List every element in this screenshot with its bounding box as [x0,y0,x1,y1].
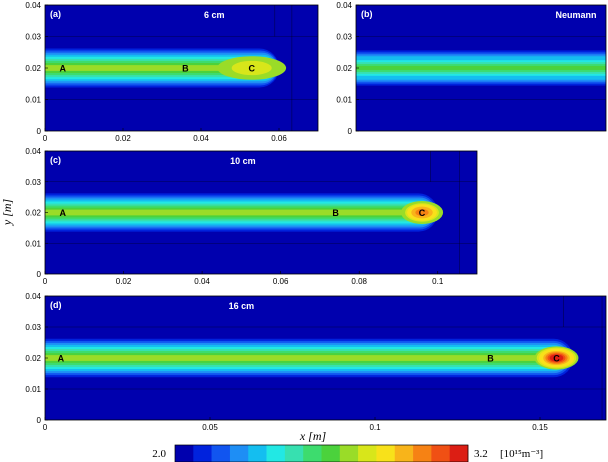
x-tick-label: 0.04 [194,277,210,286]
colorbar-swatch [248,445,267,462]
panel-label: (a) [50,9,61,19]
panel-d: 0 0.01 0.02 0.03 0.04 0 0.05 0.1 0.15 (d) 16 cm A B C [25,292,607,432]
panel-label: (c) [50,155,61,165]
panel-label: (d) [50,300,62,310]
heatmap-field [356,36,606,100]
point-label-c: C [419,208,426,218]
x-tick-label: 0.02 [115,134,131,143]
colorbar-swatch [339,445,359,462]
colorbar-swatch [413,445,432,462]
point-label-b: B [487,354,494,364]
point-label-a: A [58,354,65,364]
heatmap-field [45,151,477,274]
colorbar-swatch [303,445,322,462]
panels: 00.010.020.030.040 0.02 0.04 0.06(a) 6 cmA B C… [25,1,607,432]
y-tick-label: 0.04 [336,1,352,10]
y-tick-label: 0.01 [25,239,41,248]
y-tick-label: 0 [37,416,42,425]
point-label-b: B [182,64,189,74]
x-tick-label: 0.06 [273,277,289,286]
y-tick-label: 0.02 [25,354,41,363]
y-axis-label: y [m] [0,199,14,227]
x-tick-label: 0.06 [271,134,287,143]
y-tick-label: 0.03 [25,33,41,42]
y-tick-label: 0.03 [25,178,41,187]
x-tick-label: 0 [43,134,48,143]
y-tick-label: 0 [37,270,42,279]
hot-spot [549,354,564,362]
density-band [45,65,272,71]
colorbar-swatch [376,445,396,462]
y-tick-label: 0 [37,127,42,136]
y-tick-label: 0.02 [25,64,41,73]
colorbar-swatch [175,445,194,462]
colorbar-swatch [229,445,249,462]
point-label-c: C [248,64,255,74]
colorbar-swatch [358,445,377,462]
heatmap-field [45,5,318,131]
colorbar [174,444,469,462]
x-tick-label: 0 [43,277,48,286]
colorbar-frame [174,444,469,462]
y-tick-label: 0.04 [25,1,41,10]
colorbar-swatch [211,445,231,462]
y-tick-label: 0.01 [336,96,352,105]
colorbar-swatch [284,445,304,462]
panel-a: 0 0.01 0.02 0.03 0.04 0 0.02 0.04 0.06 (a) 6 cm A B C [25,1,319,143]
panel-c: 0 0.01 0.02 0.03 0.04 0 0.02 0.04 0.06 0.08 0.1 (c)… [25,147,478,286]
colorbar-max-label: 3.2 [474,448,488,460]
density-band [45,209,426,216]
colorbar-swatch [449,445,469,462]
x-tick-label: 0.02 [116,277,132,286]
point-label-a: A [60,208,67,218]
y-tick-label: 0.01 [25,385,41,394]
y-tick-label: 0.04 [25,292,41,301]
x-axis-label: x [m] [299,429,327,443]
y-tick-label: 0.02 [336,64,352,73]
point-label-a: A [59,64,66,74]
hot-spot [415,208,429,217]
x-tick-label: 0.08 [351,277,367,286]
colorbar-min-label: 2.0 [152,448,166,460]
panel-title: 6 cm [204,10,225,20]
panel-title: Neumann [555,10,596,20]
colorbar-unit-label: [10¹⁵m⁻³] [500,448,543,460]
colorbar-swatch [321,445,341,462]
colorbar-swatch [394,445,414,462]
panel-label: (b) [361,9,373,19]
x-tick-label: 0.15 [532,423,548,432]
x-tick-label: 0.1 [369,423,381,432]
x-tick-label: 0.04 [193,134,209,143]
density-band [45,355,558,361]
point-label-c: C [553,354,560,364]
y-tick-label: 0.01 [25,96,41,105]
point-label-b: B [332,208,339,218]
x-tick-label: 0 [43,423,48,432]
y-tick-label: 0 [348,127,353,136]
panel-b: 0 0.01 0.02 0.03 0.04 (b) Neumann [336,1,607,136]
y-tick-label: 0.03 [25,323,41,332]
panel-title: 16 cm [229,301,255,311]
colorbar-swatch [266,445,286,462]
x-tick-label: 0.05 [202,423,218,432]
x-tick-label: 0.1 [432,277,444,286]
panel-title: 10 cm [230,156,256,166]
hot-spot [242,64,261,72]
y-tick-label: 0.03 [336,33,352,42]
y-tick-label: 0.04 [25,147,41,156]
colorbar-swatch [431,445,450,462]
y-tick-label: 0.02 [25,209,41,218]
heatmap-field [45,296,606,420]
colorbar-swatch [193,445,212,462]
density-band [356,66,606,70]
